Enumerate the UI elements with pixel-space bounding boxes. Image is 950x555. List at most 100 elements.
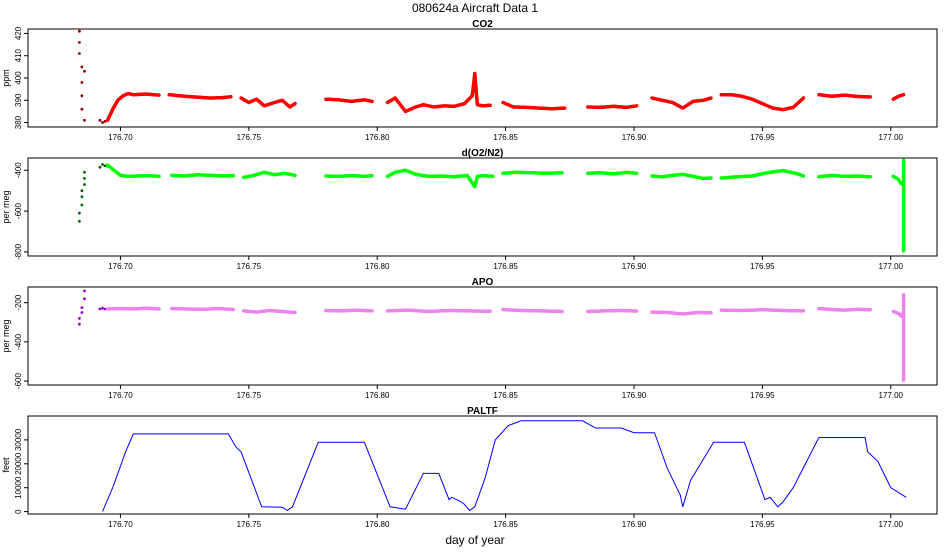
o2n2-data-point [414, 172, 418, 176]
apo-data-point [216, 307, 220, 310]
co2-data-point [121, 94, 125, 98]
apo-data-point [650, 310, 654, 314]
co2-data-point [221, 96, 225, 99]
o2n2-x-tick-label: 176.75 [237, 262, 262, 271]
apo-series-trace [586, 308, 639, 314]
o2n2-x-tick-label: 176.85 [493, 262, 518, 271]
co2-data-point [709, 96, 713, 100]
co2-data-point [719, 93, 723, 97]
co2-data-point [98, 118, 102, 122]
apo-data-point [78, 322, 81, 326]
o2n2-y-tick-label: -600 [14, 203, 23, 220]
apo-data-point [488, 309, 492, 313]
apo-data-point [817, 307, 821, 310]
apo-data-point [185, 307, 189, 311]
o2n2-data-point [529, 171, 533, 175]
co2-data-point [817, 93, 821, 97]
co2-x-tick-label: 176.80 [365, 133, 390, 142]
o2n2-data-point [701, 177, 705, 180]
apo-data-point [355, 308, 359, 312]
co2-data-point [856, 95, 859, 98]
apo-x-tick-label: 177.00 [879, 391, 904, 400]
apo-data-point [370, 309, 374, 313]
o2n2-x-tick-label: 176.95 [750, 262, 775, 271]
co2-data-point [167, 93, 171, 97]
co2-y-tick-label: 410 [14, 49, 23, 63]
o2n2-data-point [709, 176, 713, 180]
apo-series-trace [324, 308, 374, 313]
co2-data-point [157, 93, 161, 97]
co2-x-tick-label: 176.90 [622, 133, 647, 142]
co2-data-point [473, 72, 477, 75]
o2n2-y-axis-label: per meg [1, 190, 11, 223]
o2n2-plot-frame [27, 157, 938, 257]
paltf-x-tick-label: 176.75 [237, 520, 262, 529]
apo-data-point [98, 307, 102, 311]
co2-x-tick-label: 176.70 [108, 133, 133, 142]
apo-x-tick-label: 176.80 [365, 391, 390, 400]
apo-data-point [719, 308, 723, 312]
apo-data-point [540, 309, 543, 313]
o2n2-data-point [719, 176, 723, 180]
co2-series-trace [385, 71, 492, 114]
o2n2-data-point [794, 171, 798, 175]
co2-data-point [255, 97, 258, 101]
co2-data-point [650, 96, 654, 100]
o2n2-data-point [427, 175, 430, 178]
apo-series-trace [385, 308, 492, 314]
apo-data-point [856, 307, 859, 311]
o2n2-series-trace [891, 158, 906, 253]
o2n2-data-point [350, 174, 353, 178]
co2-data-point [897, 94, 900, 98]
co2-data-point [126, 92, 130, 95]
co2-data-point [781, 108, 785, 111]
apo-data-point [868, 308, 872, 312]
co2-data-point [791, 106, 795, 109]
apo-data-point [519, 309, 523, 312]
apo-data-point [242, 309, 246, 313]
o2n2-data-point [660, 175, 664, 179]
apo-series-trace [891, 293, 906, 382]
apo-data-point [891, 310, 895, 313]
co2-data-point [78, 29, 81, 33]
o2n2-data-point [273, 173, 276, 177]
co2-data-point [116, 98, 120, 102]
o2n2-data-point [78, 219, 81, 223]
paltf-x-tick-label: 176.95 [750, 520, 775, 529]
co2-data-point [432, 105, 436, 109]
apo-data-point [103, 307, 107, 311]
co2-data-point [442, 104, 446, 108]
o2n2-title: d(O2/N2) [462, 148, 504, 159]
o2n2-data-point [817, 175, 821, 179]
o2n2-data-point [157, 175, 161, 178]
co2-chart: CO2 ppm 380 390 400 410 420 176.70 176.75 176.80 1… [1, 19, 938, 142]
co2-series-trace [719, 92, 806, 112]
apo-chart: APO per meg-200 -400 -600 176.70 176.75 176.80… [1, 277, 938, 400]
o2n2-y-tick-label: -400 [14, 162, 23, 179]
o2n2-data-point [897, 178, 900, 181]
apo-y-tick-label: -400 [14, 333, 23, 350]
x-axis-label: day of year [445, 533, 504, 547]
co2-data-point [902, 93, 905, 97]
co2-data-point [370, 100, 374, 103]
co2-data-point [740, 94, 744, 98]
apo-x-tick-label: 176.85 [493, 391, 518, 400]
o2n2-data-point [856, 174, 859, 178]
o2n2-data-point [843, 175, 846, 178]
co2-x-tick-label: 176.75 [237, 133, 262, 142]
co2-x-tick-label: 176.85 [493, 133, 518, 142]
apo-data-point [106, 307, 109, 311]
apo-data-point [131, 307, 135, 311]
co2-data-point [761, 102, 764, 105]
apo-series-trace [501, 307, 564, 314]
co2-data-point [393, 96, 397, 100]
co2-data-point [83, 69, 86, 73]
apo-y-axis-label: per meg [1, 319, 11, 352]
o2n2-data-point [476, 175, 479, 178]
co2-data-point [488, 103, 492, 107]
co2-title: CO2 [472, 19, 493, 30]
o2n2-data-point [902, 183, 905, 186]
co2-data-point [239, 96, 243, 100]
o2n2-data-point [404, 168, 407, 172]
apo-x-tick-label: 176.90 [622, 391, 647, 400]
